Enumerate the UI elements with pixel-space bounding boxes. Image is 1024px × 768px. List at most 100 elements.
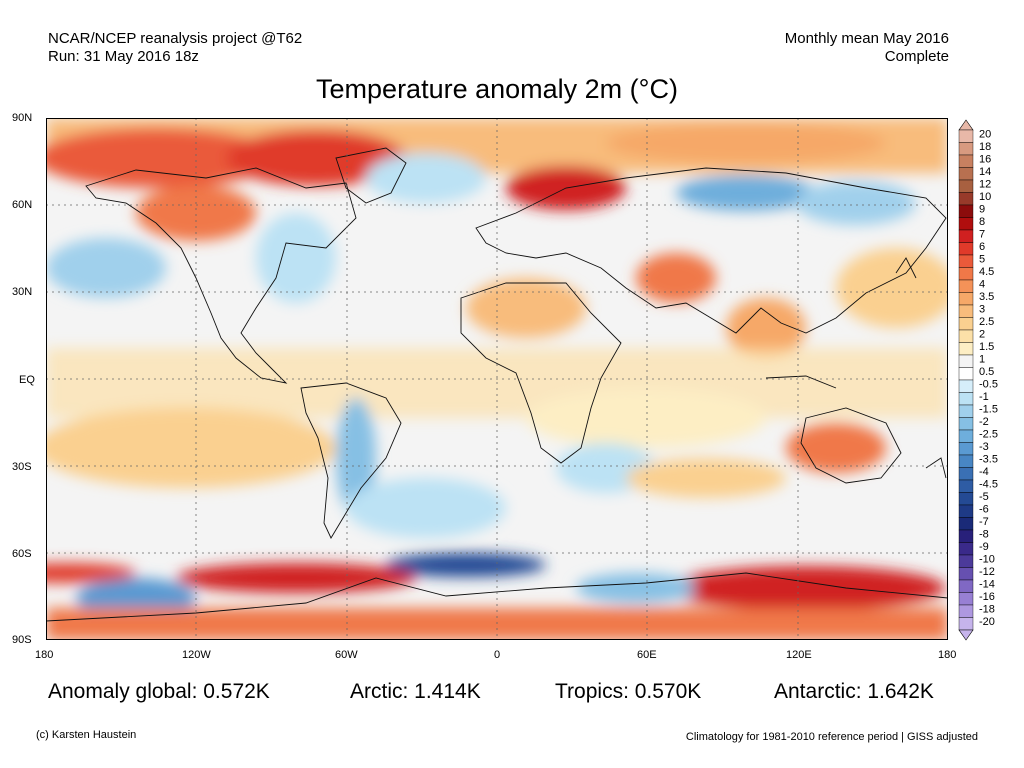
colorbar-swatch (958, 417, 974, 431)
colorbar-label: 1.5 (979, 341, 994, 353)
lon-label: 120W (182, 649, 211, 661)
map-title: Temperature anomaly 2m (°C) (316, 74, 678, 104)
colorbar-label: -1.5 (979, 403, 998, 415)
stat-global: Anomaly global: 0.572K (48, 680, 270, 703)
stat-tropics: Tropics: 0.570K (555, 680, 702, 703)
period-line-1: Monthly mean May 2016 (784, 30, 949, 47)
stat-arctic: Arctic: 1.414K (350, 680, 481, 703)
colorbar-label: -10 (979, 553, 995, 565)
colorbar-label: -3.5 (979, 453, 998, 465)
colorbar-label: 2.5 (979, 316, 994, 328)
colorbar-swatch (958, 329, 974, 343)
period-line-2: Complete (884, 48, 949, 65)
colorbar-label: -3 (979, 441, 989, 453)
colorbar-swatch (958, 317, 974, 331)
colorbar-label: -16 (979, 591, 995, 603)
colorbar-label: -4.5 (979, 478, 998, 490)
map-frame (46, 118, 948, 640)
colorbar-label: 16 (979, 153, 991, 165)
colorbar-swatch (958, 592, 974, 606)
colorbar-label: -4 (979, 466, 989, 478)
colorbar-label: -6 (979, 503, 989, 515)
colorbar-label: 8 (979, 216, 985, 228)
colorbar-swatches (958, 119, 974, 641)
colorbar-label: 14 (979, 166, 991, 178)
colorbar-swatch (958, 517, 974, 531)
coastlines (46, 147, 948, 622)
colorbar-label: 9 (979, 203, 985, 215)
lon-label: 0 (494, 649, 501, 661)
colorbar-swatch (958, 267, 974, 281)
colorbar-swatch (958, 492, 974, 506)
colorbar-swatch (958, 604, 974, 618)
colorbar-swatch (958, 442, 974, 456)
colorbar-label: 2 (979, 328, 985, 340)
stat-antarctic: Antarctic: 1.642K (774, 680, 934, 703)
colorbar-swatch (958, 142, 974, 156)
colorbar: 201816141210987654.543.532.521.510.5-0.5… (958, 119, 998, 641)
colorbar-swatch (958, 454, 974, 468)
colorbar-swatch (958, 179, 974, 193)
colorbar-top-arrow (958, 119, 974, 131)
colorbar-swatch (958, 504, 974, 518)
colorbar-label: 4.5 (979, 266, 994, 278)
colorbar-swatch (958, 404, 974, 418)
lon-label: 60W (335, 649, 358, 661)
lon-label: 180 (35, 649, 54, 661)
grid-lines (46, 118, 948, 640)
colorbar-label: -20 (979, 616, 995, 628)
colorbar-swatch (958, 367, 974, 381)
colorbar-swatch (958, 342, 974, 356)
colorbar-label: 12 (979, 178, 991, 190)
colorbar-label: -8 (979, 528, 989, 540)
colorbar-label: 10 (979, 191, 991, 203)
colorbar-label: 3 (979, 303, 985, 315)
colorbar-swatch (958, 154, 974, 168)
colorbar-swatch (958, 204, 974, 218)
colorbar-swatch (958, 617, 974, 631)
colorbar-label: -5 (979, 491, 989, 503)
colorbar-swatch (958, 229, 974, 243)
colorbar-swatch (958, 542, 974, 556)
colorbar-swatch (958, 379, 974, 393)
colorbar-label: 5 (979, 253, 985, 265)
credit-text: (c) Karsten Haustein (36, 729, 137, 741)
lon-label: 180 (938, 649, 957, 661)
colorbar-bottom-arrow (958, 629, 974, 641)
climatology-note: Climatology for 1981-2010 reference peri… (685, 731, 978, 743)
colorbar-labels: 201816141210987654.543.532.521.510.5-0.5… (979, 128, 998, 628)
colorbar-label: -7 (979, 516, 989, 528)
colorbar-swatch (958, 579, 974, 593)
source-line-2: Run: 31 May 2016 18z (48, 48, 199, 65)
colorbar-label: -9 (979, 541, 989, 553)
lat-label: 90N (12, 112, 33, 124)
colorbar-swatch (958, 392, 974, 406)
colorbar-label: 0.5 (979, 366, 994, 378)
lat-label: EQ (19, 374, 35, 386)
anomaly-map (46, 118, 948, 640)
lon-label: 120E (786, 649, 812, 661)
colorbar-label: 20 (979, 128, 991, 140)
colorbar-swatch (958, 192, 974, 206)
lat-label: 60N (12, 199, 33, 211)
colorbar-swatch (958, 242, 974, 256)
colorbar-swatch (958, 554, 974, 568)
lat-label: 90S (12, 634, 32, 646)
colorbar-swatch (958, 567, 974, 581)
colorbar-label: 7 (979, 228, 985, 240)
colorbar-label: -14 (979, 578, 995, 590)
colorbar-label: 4 (979, 278, 985, 290)
colorbar-label: -0.5 (979, 378, 998, 390)
colorbar-swatch (958, 217, 974, 231)
colorbar-swatch (958, 254, 974, 268)
colorbar-label: 3.5 (979, 291, 994, 303)
colorbar-swatch (958, 354, 974, 368)
lon-label: 60E (637, 649, 657, 661)
colorbar-swatch (958, 167, 974, 181)
colorbar-label: -18 (979, 603, 995, 615)
colorbar-label: -2 (979, 416, 989, 428)
colorbar-swatch (958, 304, 974, 318)
colorbar-swatch (958, 467, 974, 481)
colorbar-label: 18 (979, 141, 991, 153)
colorbar-swatch (958, 479, 974, 493)
